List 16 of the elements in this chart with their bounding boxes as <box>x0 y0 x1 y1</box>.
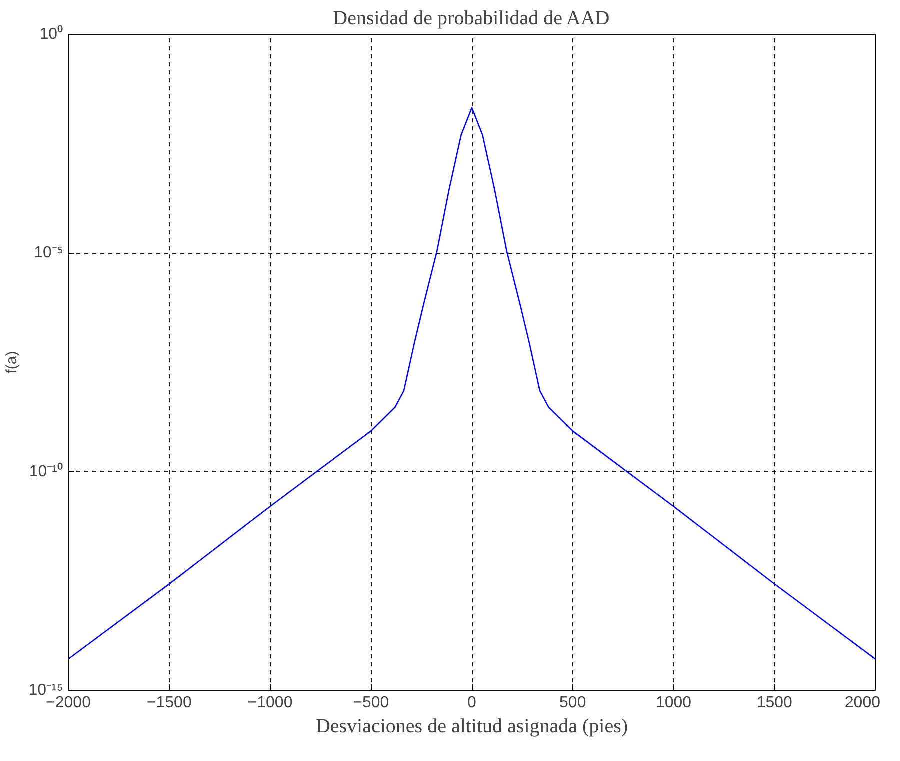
chart-title: Densidad de probabilidad de AAD <box>333 8 610 30</box>
x-tick-label: −500 <box>353 694 390 712</box>
y-tick-label: 10⁻⁵ <box>34 244 64 262</box>
x-tick-label: −2000 <box>46 694 92 712</box>
x-tick-label: 2000 <box>844 694 881 712</box>
x-tick-label: −1000 <box>248 694 293 712</box>
x-tick-label: 1000 <box>656 694 692 712</box>
y-axis-title: f(a) <box>4 351 21 374</box>
x-axis-title: Desviaciones de altitud asignada (pies) <box>316 716 628 738</box>
y-tick-label: 10⁻¹⁰ <box>29 462 64 480</box>
x-tick-label: 1500 <box>756 694 793 712</box>
x-tick-label: 0 <box>468 694 477 712</box>
x-tick-label: −1500 <box>146 694 192 712</box>
y-tick-label: 10⁰ <box>40 25 64 43</box>
line-series <box>68 107 876 660</box>
x-tick-label: 500 <box>560 694 586 712</box>
